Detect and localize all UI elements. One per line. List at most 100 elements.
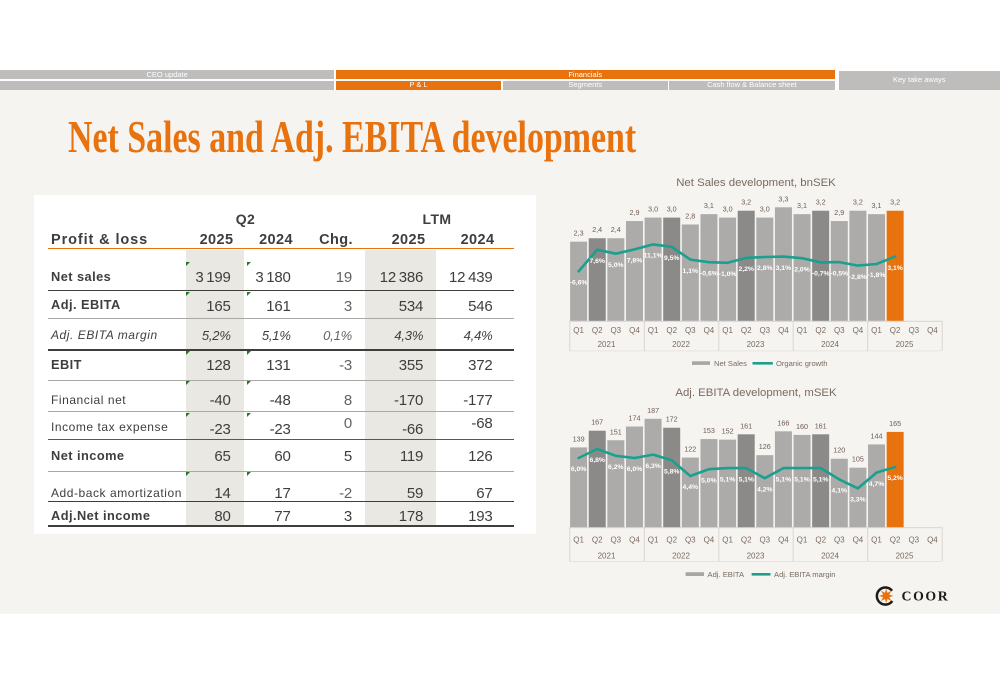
- svg-text:Q3: Q3: [610, 535, 621, 544]
- svg-text:Q2: Q2: [741, 535, 752, 544]
- svg-text:Organic growth: Organic growth: [776, 359, 828, 368]
- svg-text:Adj. EBITA development, mSEK: Adj. EBITA development, mSEK: [675, 387, 837, 399]
- svg-text:166: 166: [777, 418, 789, 427]
- svg-text:4,2%: 4,2%: [757, 486, 773, 493]
- svg-text:7,6%: 7,6%: [589, 258, 605, 265]
- svg-text:Q4: Q4: [853, 326, 864, 335]
- svg-text:2,8: 2,8: [685, 212, 695, 221]
- svg-text:3,2: 3,2: [816, 198, 826, 207]
- svg-text:Q2: Q2: [815, 326, 826, 335]
- svg-text:3,0: 3,0: [760, 205, 770, 214]
- svg-text:167: 167: [591, 418, 603, 427]
- svg-text:COOR: COOR: [902, 589, 950, 604]
- svg-text:Q2: Q2: [890, 326, 901, 335]
- svg-text:4,7%: 4,7%: [869, 481, 885, 488]
- svg-text:2,4: 2,4: [611, 225, 621, 234]
- svg-text:2024: 2024: [821, 551, 839, 560]
- svg-text:11,1%: 11,1%: [644, 253, 663, 260]
- svg-text:Adj. EBITA margin: Adj. EBITA margin: [774, 570, 835, 579]
- svg-text:-2,8%: -2,8%: [849, 274, 867, 281]
- svg-text:Q2: Q2: [592, 535, 603, 544]
- svg-text:Q4: Q4: [704, 326, 715, 335]
- svg-text:161: 161: [815, 421, 827, 430]
- svg-text:Q3: Q3: [685, 535, 696, 544]
- svg-text:3,1%: 3,1%: [776, 265, 792, 272]
- svg-text:5,2%: 5,2%: [887, 475, 903, 482]
- svg-text:3,1: 3,1: [872, 201, 882, 210]
- svg-text:3,1: 3,1: [797, 201, 807, 210]
- svg-text:122: 122: [684, 445, 696, 454]
- svg-text:2,0%: 2,0%: [794, 266, 810, 273]
- svg-text:Net Sales: Net Sales: [714, 359, 747, 368]
- svg-text:Q1: Q1: [871, 535, 882, 544]
- svg-text:Q1: Q1: [722, 326, 733, 335]
- svg-text:5,8%: 5,8%: [664, 468, 680, 475]
- svg-text:Q1: Q1: [648, 535, 659, 544]
- svg-text:-0,5%: -0,5%: [830, 270, 848, 277]
- svg-text:5,1%: 5,1%: [794, 476, 810, 483]
- svg-text:6,0%: 6,0%: [627, 466, 643, 473]
- svg-text:2,9: 2,9: [834, 208, 844, 217]
- svg-text:2023: 2023: [747, 340, 765, 349]
- svg-text:2,4: 2,4: [592, 225, 602, 234]
- svg-text:4,4%: 4,4%: [683, 484, 699, 491]
- svg-text:Q1: Q1: [871, 326, 882, 335]
- svg-text:152: 152: [722, 427, 734, 436]
- svg-text:Q1: Q1: [722, 535, 733, 544]
- svg-text:5,1%: 5,1%: [776, 476, 792, 483]
- svg-text:3,3%: 3,3%: [850, 497, 866, 504]
- svg-text:-1,8%: -1,8%: [868, 272, 886, 279]
- svg-text:-0,6%: -0,6%: [700, 270, 718, 277]
- svg-text:105: 105: [852, 455, 864, 464]
- svg-text:161: 161: [740, 421, 752, 430]
- svg-text:2021: 2021: [598, 551, 616, 560]
- svg-text:Q4: Q4: [927, 535, 938, 544]
- svg-text:Q3: Q3: [759, 535, 770, 544]
- svg-text:1,1%: 1,1%: [683, 268, 699, 275]
- svg-text:Q4: Q4: [629, 535, 640, 544]
- svg-text:2024: 2024: [821, 340, 839, 349]
- svg-text:2022: 2022: [672, 340, 690, 349]
- svg-text:5,1%: 5,1%: [720, 476, 736, 483]
- svg-text:6,8%: 6,8%: [589, 457, 605, 464]
- svg-text:3,0: 3,0: [648, 205, 658, 214]
- svg-text:Q4: Q4: [778, 326, 789, 335]
- svg-text:172: 172: [666, 415, 678, 424]
- svg-text:Q4: Q4: [629, 326, 640, 335]
- svg-text:165: 165: [889, 419, 901, 428]
- svg-text:Q3: Q3: [908, 535, 919, 544]
- svg-text:7,8%: 7,8%: [627, 258, 643, 265]
- svg-text:Q2: Q2: [666, 326, 677, 335]
- svg-text:6,2%: 6,2%: [608, 464, 624, 471]
- svg-text:5,1%: 5,1%: [738, 476, 754, 483]
- svg-text:153: 153: [703, 426, 715, 435]
- svg-text:2,8%: 2,8%: [757, 265, 773, 272]
- svg-text:Q3: Q3: [685, 326, 696, 335]
- svg-text:3,3: 3,3: [778, 194, 788, 203]
- svg-text:Q4: Q4: [927, 326, 938, 335]
- svg-text:9,5%: 9,5%: [664, 255, 680, 262]
- svg-text:3,0: 3,0: [723, 205, 733, 214]
- svg-text:Adj. EBITA: Adj. EBITA: [708, 570, 746, 579]
- svg-text:3,2: 3,2: [741, 198, 751, 207]
- svg-text:Q4: Q4: [853, 535, 864, 544]
- svg-text:-6,6%: -6,6%: [570, 280, 588, 287]
- svg-text:2,2%: 2,2%: [738, 266, 754, 273]
- svg-text:Q1: Q1: [797, 535, 808, 544]
- svg-text:3,1%: 3,1%: [887, 265, 903, 272]
- svg-text:187: 187: [647, 406, 659, 415]
- svg-text:5,0%: 5,0%: [701, 477, 717, 484]
- svg-text:2022: 2022: [672, 551, 690, 560]
- svg-text:Q3: Q3: [759, 326, 770, 335]
- svg-text:2023: 2023: [747, 551, 765, 560]
- svg-text:Q2: Q2: [666, 535, 677, 544]
- svg-text:Q4: Q4: [704, 535, 715, 544]
- svg-text:Q1: Q1: [797, 326, 808, 335]
- svg-text:3,2: 3,2: [890, 198, 900, 207]
- svg-text:Q2: Q2: [815, 535, 826, 544]
- svg-text:2,9: 2,9: [630, 208, 640, 217]
- svg-text:Q3: Q3: [908, 326, 919, 335]
- svg-text:6,3%: 6,3%: [645, 463, 661, 470]
- svg-text:144: 144: [871, 431, 883, 440]
- svg-text:-1,0%: -1,0%: [719, 271, 737, 278]
